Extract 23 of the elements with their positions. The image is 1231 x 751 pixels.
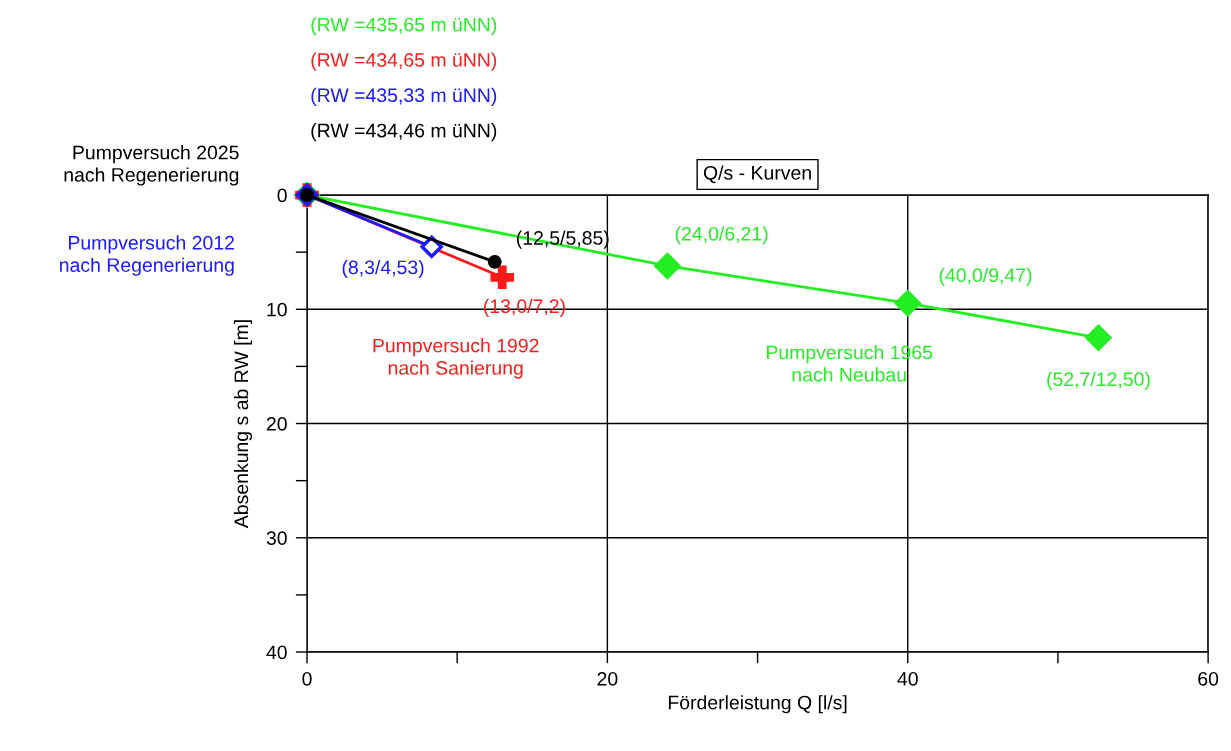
y-tick-label: 0 [277, 188, 287, 203]
x-tick-label: 0 [302, 671, 312, 686]
text: Pumpversuch 2025 nach Regenerierung [64, 145, 239, 186]
text: (RW =435,33 m üNN) [311, 87, 497, 106]
text: Pumpversuch 2012 nach Regenerierung [60, 235, 234, 276]
data-label: (24,0/6,21) [675, 226, 768, 245]
data-label: (52,7/12,50) [1047, 371, 1150, 390]
y-tick-label: 10 [267, 302, 287, 317]
data-label: (40,0/9,47) [939, 267, 1032, 286]
x-tick-label: 60 [1198, 671, 1219, 686]
y-tick-label: 40 [266, 645, 287, 660]
text: Pumpversuch 1992 nach Sanierung [373, 338, 539, 379]
x-tick-label: 40 [897, 671, 918, 686]
x-tick-label: 20 [597, 671, 618, 686]
data-label: (8,3/4,53) [342, 259, 424, 279]
text: (RW =434,46 m üNN) [311, 123, 497, 142]
y-tick-label: 30 [266, 531, 287, 546]
y-tick-label: 20 [266, 416, 287, 431]
text: (RW =435,65 m üNN) [311, 17, 497, 36]
y-axis-title: Absenkung s ab RW [m] [233, 320, 253, 529]
x-axis-title: Förderleistung Q [l/s] [668, 695, 847, 714]
chart-title: Q/s - Kurven [703, 165, 811, 184]
text: (RW =434,65 m üNN) [311, 52, 497, 71]
